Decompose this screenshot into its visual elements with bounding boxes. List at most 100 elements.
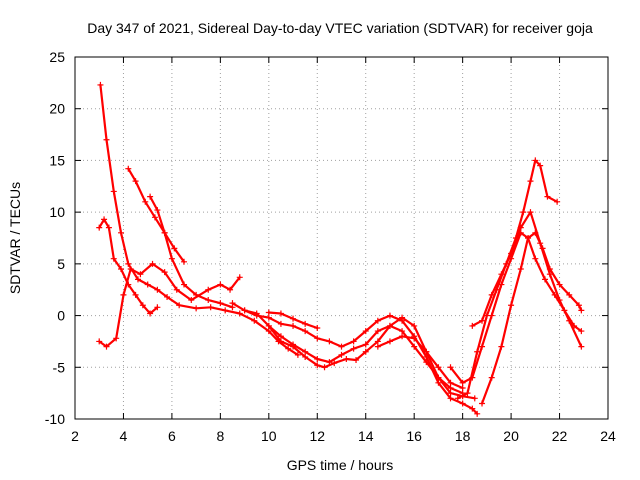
data-point: [277, 310, 284, 317]
data-point: [459, 400, 466, 407]
data-point: [125, 165, 132, 172]
data-point: [488, 291, 495, 298]
data-point: [454, 395, 461, 402]
data-point: [193, 291, 200, 298]
y-tick-label: 15: [49, 152, 65, 168]
data-point: [290, 315, 297, 322]
data-point: [374, 317, 381, 324]
data-point: [411, 322, 418, 329]
satellite-track-7: [241, 307, 478, 402]
data-point: [265, 328, 272, 335]
data-point: [205, 297, 212, 304]
x-tick-label: 18: [455, 428, 471, 444]
satellite-track-2-line: [98, 218, 159, 315]
data-point: [474, 410, 481, 417]
data-point: [217, 300, 224, 307]
data-point: [517, 266, 524, 273]
data-point: [207, 304, 214, 311]
data-point: [302, 353, 309, 360]
satellite-track-2: [96, 216, 161, 317]
data-point: [331, 360, 338, 367]
data-point: [374, 328, 381, 335]
data-point: [265, 322, 272, 329]
x-tick-label: 16: [406, 428, 422, 444]
data-point: [566, 291, 573, 298]
satellite-track-6: [229, 300, 481, 417]
data-point: [362, 348, 369, 355]
data-point: [362, 328, 369, 335]
data-point: [229, 300, 236, 307]
data-point: [105, 224, 112, 231]
chart-title: Day 347 of 2021, Sidereal Day-to-day VTE…: [87, 20, 593, 36]
data-point: [525, 235, 532, 241]
data-point: [173, 286, 180, 293]
y-tick-label: -10: [45, 411, 65, 427]
data-point: [498, 271, 505, 278]
data-point: [181, 281, 188, 288]
data-point: [447, 384, 454, 391]
data-point: [236, 310, 243, 317]
data-point: [411, 335, 418, 342]
data-point: [471, 395, 478, 402]
data-point: [139, 302, 146, 309]
data-point: [578, 328, 585, 335]
data-point: [193, 305, 200, 312]
data-point: [546, 266, 553, 273]
data-point: [474, 348, 481, 355]
x-tick-label: 10: [261, 428, 277, 444]
data-point: [134, 276, 141, 283]
data-point: [154, 207, 161, 214]
data-point: [132, 178, 139, 185]
data-point: [168, 255, 175, 262]
data-point: [302, 328, 309, 335]
satellite-track-13: [447, 229, 585, 386]
data-point: [277, 320, 284, 327]
x-tick-label: 20: [503, 428, 519, 444]
x-tick-label: 6: [168, 428, 176, 444]
x-tick-label: 12: [309, 428, 325, 444]
data-point: [326, 338, 333, 345]
data-point: [343, 356, 350, 363]
y-tick-label: 10: [49, 204, 65, 220]
satellite-track-8: [265, 322, 466, 397]
data-point: [353, 357, 360, 364]
data-point: [96, 338, 103, 345]
data-point: [386, 338, 393, 345]
data-point: [479, 400, 486, 407]
x-tick-label: 8: [216, 428, 224, 444]
data-point: [188, 297, 195, 304]
axis-ticks: [74, 56, 609, 420]
data-point: [508, 302, 515, 309]
data-point: [103, 343, 110, 350]
data-point: [338, 343, 345, 350]
satellite-track-5: [147, 193, 236, 311]
data-point: [154, 304, 161, 311]
data-point: [374, 343, 381, 350]
x-tick-label: 22: [552, 428, 568, 444]
data-point: [205, 286, 212, 293]
x-tick-label: 14: [358, 428, 374, 444]
data-point: [338, 351, 345, 358]
plot-frame: [74, 56, 609, 420]
data-point: [544, 193, 551, 200]
x-tick-label: 2: [71, 428, 79, 444]
data-point: [399, 328, 406, 335]
data-point: [103, 136, 110, 143]
data-point: [554, 198, 561, 205]
satellite-track-4: [125, 165, 188, 265]
data-point: [161, 229, 168, 236]
data-point: [314, 356, 321, 363]
data-point: [265, 314, 272, 321]
y-tick-label: 0: [57, 308, 65, 324]
data-point: [556, 281, 563, 288]
data-point: [101, 216, 108, 223]
data-point: [374, 338, 381, 345]
data-point: [537, 162, 544, 169]
data-point: [176, 302, 183, 309]
data-point: [222, 307, 229, 314]
data-point: [386, 312, 393, 319]
data-point: [469, 322, 476, 329]
data-point: [435, 374, 442, 381]
data-point: [447, 379, 454, 386]
data-point: [479, 317, 486, 324]
